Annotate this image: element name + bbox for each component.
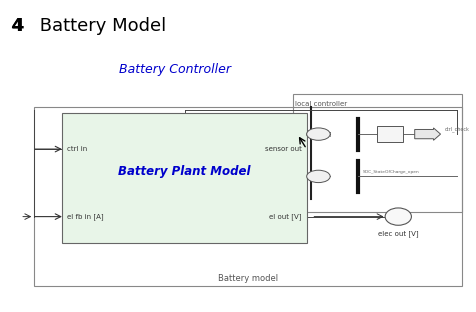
Text: ctrl in: ctrl in (311, 174, 325, 179)
Text: sensor out: sensor out (265, 146, 301, 152)
Text: Battery model: Battery model (218, 274, 278, 283)
Circle shape (384, 208, 411, 225)
Text: ctrl_check: ctrl_check (444, 127, 469, 132)
Text: SOC_StateOfCharge_open: SOC_StateOfCharge_open (362, 170, 419, 174)
Text: 2: 2 (394, 212, 401, 222)
Text: elec out [V]: elec out [V] (377, 231, 418, 237)
Bar (34, 106, 461, 286)
Text: 4   Battery Model: 4 Battery Model (11, 17, 166, 35)
Text: Battery Controller: Battery Controller (119, 63, 231, 76)
Text: local controller: local controller (294, 100, 346, 106)
Bar (377, 126, 402, 142)
Ellipse shape (306, 170, 329, 183)
Text: el fb in [A]: el fb in [A] (305, 132, 330, 137)
Text: el out [V]: el out [V] (269, 213, 301, 220)
Text: el fb in [A]: el fb in [A] (67, 213, 104, 220)
FancyArrow shape (414, 128, 440, 140)
Text: ctrl in: ctrl in (67, 146, 87, 152)
Text: Gain1: Gain1 (417, 132, 429, 136)
Bar (62, 113, 306, 243)
Text: 4: 4 (11, 17, 23, 35)
Ellipse shape (306, 128, 329, 140)
Text: Battery Plant Model: Battery Plant Model (118, 165, 250, 178)
Text: Memory: Memory (379, 132, 399, 137)
Bar (292, 94, 461, 212)
